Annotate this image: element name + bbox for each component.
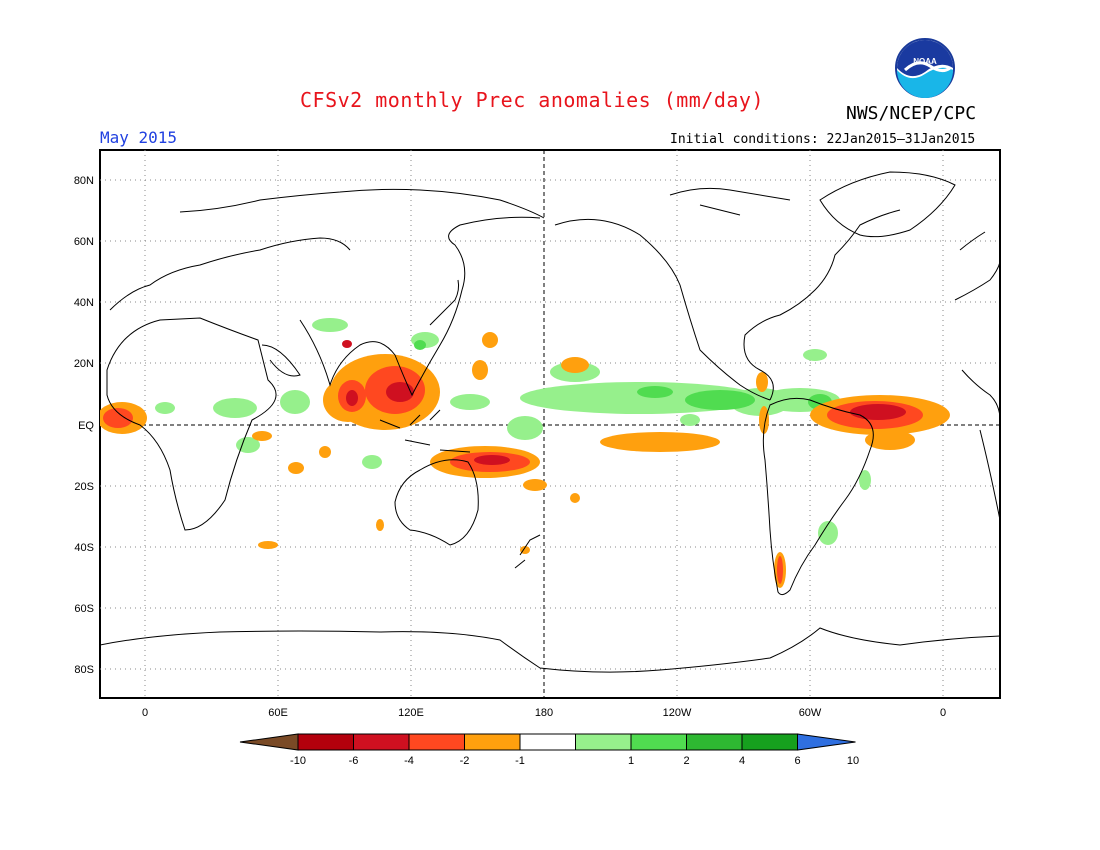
lat-label-20s: 20S: [74, 481, 94, 493]
anomaly-field: [100, 318, 950, 588]
lon-label-120e: 120E: [398, 707, 424, 719]
colorbar-arrow-high: [797, 733, 856, 751]
colorbar-swatch: [575, 733, 632, 751]
latitude-labels: 80N 60N 40N 20N EQ 20S 40S 60S 80S: [74, 175, 95, 676]
colorbar-swatch: [686, 733, 743, 751]
lon-label-60e: 60E: [268, 707, 288, 719]
colorbar-tick-label: -6: [349, 755, 359, 767]
forecast-period: May 2015: [100, 128, 178, 147]
colorbar-tick-label: -2: [460, 755, 470, 767]
lat-label-eq: EQ: [78, 420, 94, 432]
svg-text:NOAA: NOAA: [913, 57, 937, 66]
colorbar-tick-label: 1: [628, 755, 634, 767]
longitude-labels: 0 60E 120E 180 120W 60W 0: [142, 707, 946, 719]
colorbar-swatch: [519, 733, 576, 751]
lon-label-180: 180: [535, 707, 553, 719]
colorbar-swatch: [353, 733, 410, 751]
noaa-logo: NOAA: [895, 38, 955, 98]
initial-conditions: Initial conditions: 22Jan2015–31Jan2015: [670, 132, 976, 147]
lat-label-80n: 80N: [74, 175, 94, 187]
lon-label-60w: 60W: [799, 707, 822, 719]
lat-label-80s: 80S: [74, 664, 94, 676]
colorbar-swatch: [408, 733, 465, 751]
lon-label-0-east: 0: [940, 707, 946, 719]
colorbar-tick-label: -1: [515, 755, 525, 767]
lat-label-60s: 60S: [74, 603, 94, 615]
colorbar-tick-label: 10: [847, 755, 859, 767]
agency-label: NWS/NCEP/CPC: [846, 103, 977, 124]
colorbar-tick-label: -4: [404, 755, 414, 767]
colorbar-tick-label: 6: [794, 755, 800, 767]
colorbar-swatch: [297, 733, 354, 751]
lon-label-0-west: 0: [142, 707, 148, 719]
colorbar-tick-label: 2: [683, 755, 689, 767]
map-title: CFSv2 monthly Prec anomalies (mm/day): [300, 88, 765, 112]
colorbar-tick-label: -10: [290, 755, 306, 767]
lat-label-60n: 60N: [74, 236, 94, 248]
colorbar-swatch: [464, 733, 521, 751]
coastlines: [100, 171, 1000, 673]
lon-label-120w: 120W: [663, 707, 692, 719]
lat-label-40s: 40S: [74, 542, 94, 554]
lat-label-40n: 40N: [74, 297, 94, 309]
colorbar-swatch: [741, 733, 798, 751]
colorbar: -10 -6 -4 -2 -1 1 2 4 6 10: [239, 733, 859, 767]
lat-label-20n: 20N: [74, 358, 94, 370]
colorbar-tick-label: 4: [739, 755, 745, 767]
colorbar-swatch: [630, 733, 687, 751]
colorbar-arrow-low: [239, 733, 299, 751]
